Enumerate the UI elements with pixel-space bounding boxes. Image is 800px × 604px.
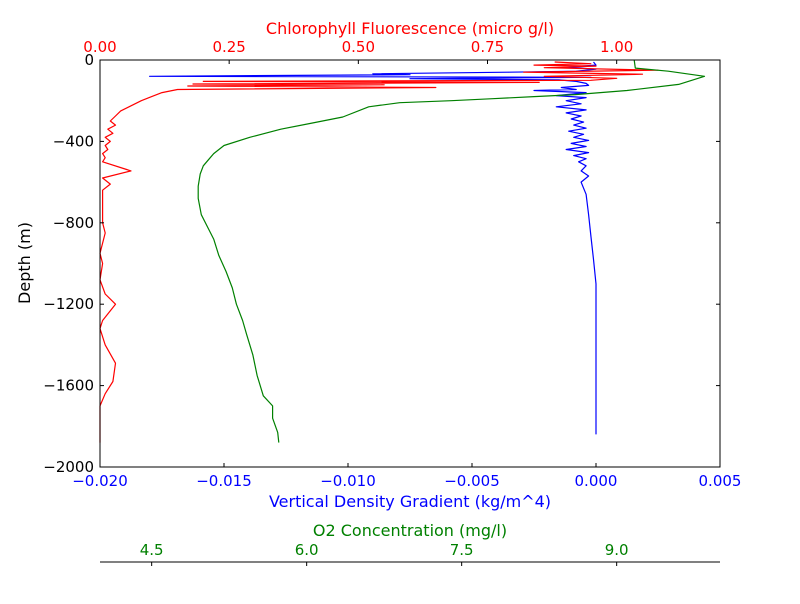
density-x-tick-label: −0.020 xyxy=(72,472,128,490)
density-x-tick-label: 0.005 xyxy=(699,472,742,490)
y-tick-label: −400 xyxy=(53,132,94,150)
y-axis-label: Depth (m) xyxy=(15,222,34,304)
density-x-tick-label: 0.000 xyxy=(575,472,618,490)
axes-layer: 0 −400 −800 −1200 −1600 −2000−0.020 −0.015 −0.0… xyxy=(43,38,741,566)
oxygen-x-tick-label: 7.5 xyxy=(450,541,474,559)
x-axis-label-chlorophyll: Chlorophyll Fluorescence (micro g/l) xyxy=(266,19,554,38)
y-tick-label: −2000 xyxy=(43,458,94,476)
density-x-tick-label: −0.010 xyxy=(320,472,376,490)
oxygen-x-tick-label: 9.0 xyxy=(605,541,629,559)
y-tick-label: −1200 xyxy=(43,295,94,313)
oxygen-x-tick-label: 4.5 xyxy=(140,541,164,559)
x-axis-label-oxygen: O2 Concentration (mg/l) xyxy=(313,521,507,540)
oxygen-series-line xyxy=(197,59,706,443)
chlorophyll-x-tick-label: 0.00 xyxy=(83,38,116,56)
y-tick-label: 0 xyxy=(84,51,94,69)
chlorophyll-x-tick-label: 0.50 xyxy=(342,38,375,56)
plot-frame xyxy=(99,59,721,468)
x-axis-label-density: Vertical Density Gradient (kg/m^4) xyxy=(269,492,551,511)
chlorophyll-x-tick-label: 1.00 xyxy=(600,38,633,56)
y-tick-label: −800 xyxy=(53,214,94,232)
chlorophyll-x-tick-label: 0.75 xyxy=(471,38,504,56)
density-x-tick-label: −0.015 xyxy=(196,472,252,490)
density-x-tick-label: −0.005 xyxy=(444,472,500,490)
plot-lines xyxy=(99,59,706,443)
chlorophyll-x-tick-label: 0.25 xyxy=(212,38,245,56)
oxygen-x-tick-label: 6.0 xyxy=(295,541,319,559)
chlorophyll-series-line xyxy=(99,61,659,443)
density-series-line xyxy=(149,61,597,435)
y-tick-label: −1600 xyxy=(43,377,94,395)
